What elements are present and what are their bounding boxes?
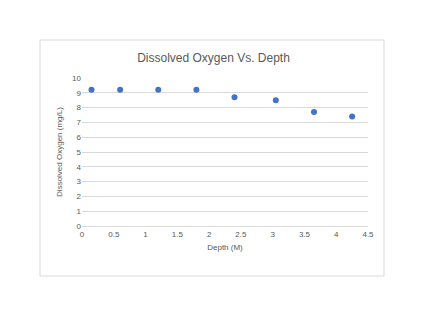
svg-text:4: 4 — [77, 163, 82, 172]
svg-text:3: 3 — [270, 230, 275, 239]
svg-text:1.5: 1.5 — [172, 230, 184, 239]
svg-text:Dissolved Oxygen (mg/L): Dissolved Oxygen (mg/L) — [55, 107, 64, 197]
svg-text:3.5: 3.5 — [299, 230, 311, 239]
svg-text:6: 6 — [77, 133, 82, 142]
svg-text:Dissolved Oxygen Vs. Depth: Dissolved Oxygen Vs. Depth — [137, 51, 290, 65]
svg-text:4.5: 4.5 — [362, 230, 374, 239]
svg-text:10: 10 — [72, 74, 81, 83]
svg-text:2.5: 2.5 — [235, 230, 247, 239]
svg-text:0.5: 0.5 — [108, 230, 120, 239]
svg-text:1: 1 — [77, 207, 82, 216]
svg-text:1: 1 — [143, 230, 148, 239]
svg-text:3: 3 — [77, 177, 82, 186]
svg-text:2: 2 — [77, 192, 82, 201]
svg-text:0: 0 — [77, 222, 82, 231]
svg-text:Depth (M): Depth (M) — [207, 243, 243, 252]
svg-text:8: 8 — [77, 103, 82, 112]
svg-text:9: 9 — [77, 89, 82, 98]
svg-text:4: 4 — [334, 230, 339, 239]
svg-text:7: 7 — [77, 118, 82, 127]
svg-text:2: 2 — [207, 230, 212, 239]
svg-text:0: 0 — [80, 230, 85, 239]
svg-text:5: 5 — [77, 148, 82, 157]
